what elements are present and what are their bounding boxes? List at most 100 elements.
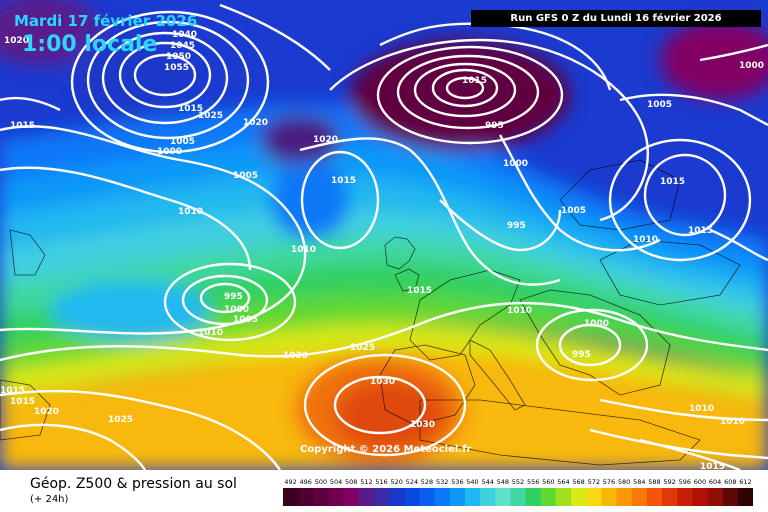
isobar-label: 1010 — [198, 328, 223, 338]
legend-swatch — [343, 488, 360, 506]
legend-swatch — [540, 488, 557, 506]
legend-swatch — [419, 488, 436, 506]
legend-tick-label: 608 — [724, 478, 736, 486]
legend-swatch — [722, 488, 739, 506]
isobar-label: 1025 — [350, 343, 375, 353]
isobar-label: 1005 — [233, 315, 258, 325]
isobar-label: 1005 — [233, 171, 258, 181]
forecast-offset: (+ 24h) — [30, 494, 69, 505]
copyright-text: Copyright © 2026 Meteociel.fr — [300, 444, 472, 455]
isobar-label: 1020 — [4, 36, 29, 46]
isobar-label: 1010 — [291, 245, 316, 255]
isobar-label: 1020 — [313, 135, 338, 145]
legend-swatch — [495, 488, 511, 506]
isobar-label: 1000 — [503, 159, 528, 169]
legend-swatch — [631, 488, 648, 506]
legend-tick-label: 540 — [466, 478, 478, 486]
isobar-label: 1010 — [507, 306, 532, 316]
isobar-label: 1005 — [170, 137, 195, 147]
legend-swatch — [298, 488, 314, 506]
legend-tick-label: 576 — [603, 478, 615, 486]
legend-tick-label: 588 — [648, 478, 660, 486]
legend-tick-label: 508 — [345, 478, 357, 486]
isobar-label: 1000 — [157, 147, 182, 157]
isobar-labels: 1020 1040 1045 1050 1055 1015 1025 1020 … — [0, 30, 764, 470]
isobar-label: 1015 — [0, 386, 25, 396]
isobar-label: 1015 — [660, 177, 685, 187]
isobar-label: 995 — [572, 350, 591, 360]
isobar-label: 1020 — [34, 407, 59, 417]
isobar-label: 1015 — [407, 286, 432, 296]
isobar-label: 1000 — [224, 305, 249, 315]
legend-tick-label: 500 — [315, 478, 327, 486]
isobar-label: 1010 — [633, 235, 658, 245]
legend-swatch — [555, 488, 572, 506]
legend-tick-label: 496 — [299, 478, 311, 486]
legend-tick-label: 564 — [557, 478, 569, 486]
isobar-label: 1025 — [198, 111, 223, 121]
isobar-label: 1015 — [10, 397, 35, 407]
isobar-label: 1015 — [331, 176, 356, 186]
isobar-label: 1030 — [410, 420, 435, 430]
legend-swatch — [480, 488, 496, 506]
isobar-label: 1005 — [561, 206, 586, 216]
isobar-label: 1015 — [688, 226, 713, 236]
legend-tick-label: 520 — [390, 478, 402, 486]
legend-swatch — [358, 488, 375, 506]
legend-swatch — [601, 488, 618, 506]
legend-tick-label: 604 — [709, 478, 721, 486]
legend-tick-label: 572 — [588, 478, 600, 486]
legend-swatch — [616, 488, 633, 506]
legend-tick-label: 560 — [542, 478, 554, 486]
legend-swatch — [449, 488, 466, 506]
isobar-label: 1015 — [700, 462, 725, 470]
isobar-label: 1015 — [178, 104, 203, 114]
isobars — [0, 3, 768, 470]
isobar-label: 1010 — [178, 207, 203, 217]
legend-swatch — [464, 488, 481, 506]
legend-swatch — [404, 488, 420, 506]
legend-tick-label: 552 — [512, 478, 524, 486]
legend-tick-label: 536 — [451, 478, 463, 486]
legend-tick-label: 524 — [406, 478, 418, 486]
legend-tick-label: 556 — [527, 478, 539, 486]
legend-tick-label: 516 — [375, 478, 387, 486]
isobar-label: 1010 — [720, 417, 745, 427]
legend-tick-label: 580 — [618, 478, 630, 486]
isobar-label: 1000 — [584, 319, 609, 329]
isobar-label: 1000 — [739, 61, 764, 71]
legend-swatch — [646, 488, 663, 506]
legend-swatch — [662, 488, 678, 506]
legend-swatch — [328, 488, 345, 506]
isobar-label: 1005 — [647, 100, 672, 110]
forecast-time: 1:00 locale — [22, 32, 158, 57]
legend-tick-label: 512 — [360, 478, 372, 486]
legend-swatch — [525, 488, 542, 506]
legend-tick-label: 600 — [694, 478, 706, 486]
legend-swatch — [586, 488, 602, 506]
legend-tick-label: 612 — [739, 478, 751, 486]
legend-tick-label: 532 — [436, 478, 448, 486]
isobar-label: 995 — [507, 221, 526, 231]
isobar-label: 1020 — [283, 351, 308, 361]
legend-swatch — [677, 488, 693, 506]
legend-swatch — [737, 488, 753, 506]
legend-tick-label: 568 — [572, 478, 584, 486]
legend-swatch — [389, 488, 405, 506]
map-title: Géop. Z500 & pression au sol — [30, 476, 237, 492]
legend-bar: Géop. Z500 & pression au sol (+ 24h) 492… — [0, 470, 768, 512]
isobar-label: 995 — [485, 121, 504, 131]
legend-tick-label: 504 — [330, 478, 342, 486]
legend-swatch — [707, 488, 724, 506]
isobar-label: 1015 — [462, 76, 487, 86]
legend-tick-label: 544 — [481, 478, 493, 486]
forecast-date: Mardi 17 février 2026 — [14, 12, 198, 30]
isobar-label: 995 — [224, 292, 243, 302]
legend-tick-label: 528 — [421, 478, 433, 486]
legend-swatch — [283, 488, 299, 506]
legend-swatch — [692, 488, 709, 506]
legend-swatch — [313, 488, 329, 506]
geopotential-map: 1020 1040 1045 1050 1055 1015 1025 1020 … — [0, 0, 768, 470]
legend-tick-label: 492 — [284, 478, 296, 486]
